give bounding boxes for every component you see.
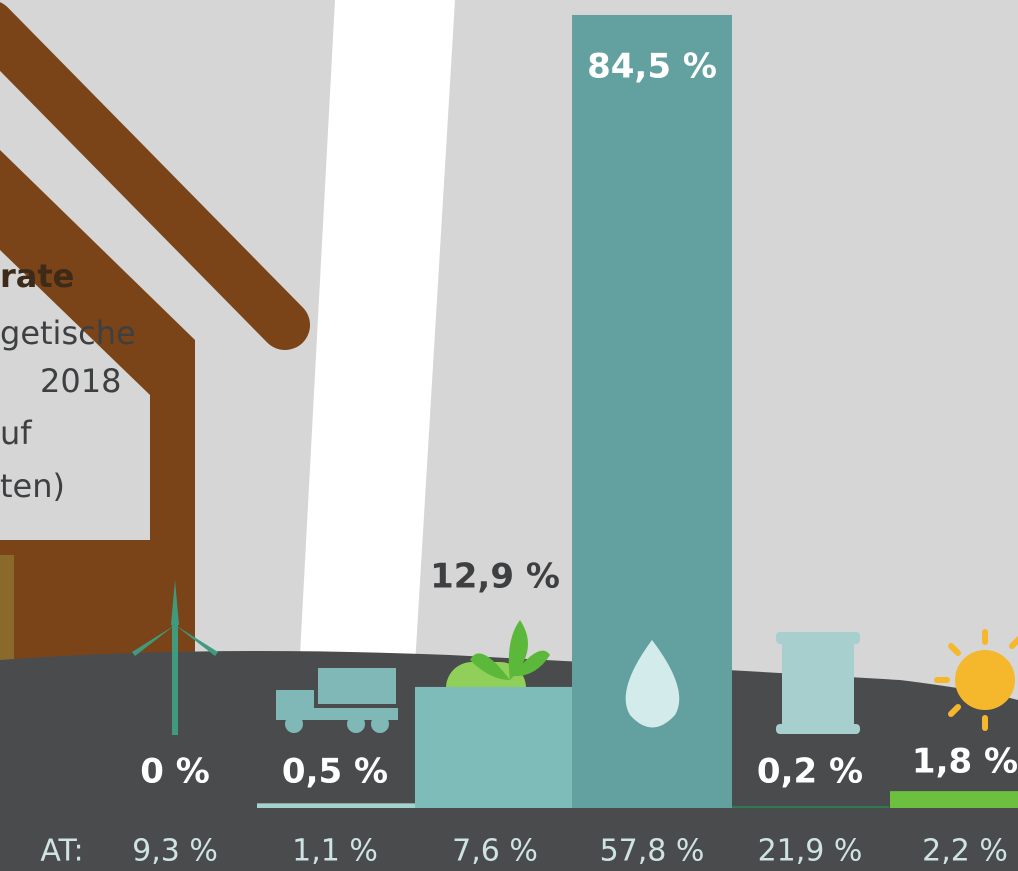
at-value-label: 9,3 % [132,834,218,869]
value-label: 1,8 % [912,742,1018,782]
title-line: rate [0,257,74,295]
at-value-label: 57,8 % [600,834,705,869]
truck-icon [276,668,398,733]
bar [890,791,1018,808]
value-label: 0,5 % [282,752,388,792]
sun-icon [934,629,1018,731]
title-line: getische [0,314,136,352]
house-window [0,250,150,540]
title-line: ten) [0,467,65,505]
oil-icon [776,632,860,734]
at-value-label: 21,9 % [758,834,863,869]
value-label: 84,5 % [587,47,717,87]
value-label: 0 % [140,752,210,792]
title-line: uf [0,414,32,452]
drop-icon [625,640,680,728]
wind-icon [132,580,218,735]
at-value-label: 1,1 % [292,834,378,869]
light-beam [300,0,455,665]
house-roof [0,2,310,350]
at-label: AT: [40,834,83,869]
at-value-label: 2,2 % [922,834,1008,869]
bar [257,803,415,808]
title-line: 2018 [40,362,121,400]
bar [732,806,889,808]
value-label: 0,2 % [757,752,863,792]
house-door [0,555,14,665]
at-value-label: 7,6 % [452,834,538,869]
value-label: 12,9 % [430,557,560,597]
bar [415,686,572,808]
